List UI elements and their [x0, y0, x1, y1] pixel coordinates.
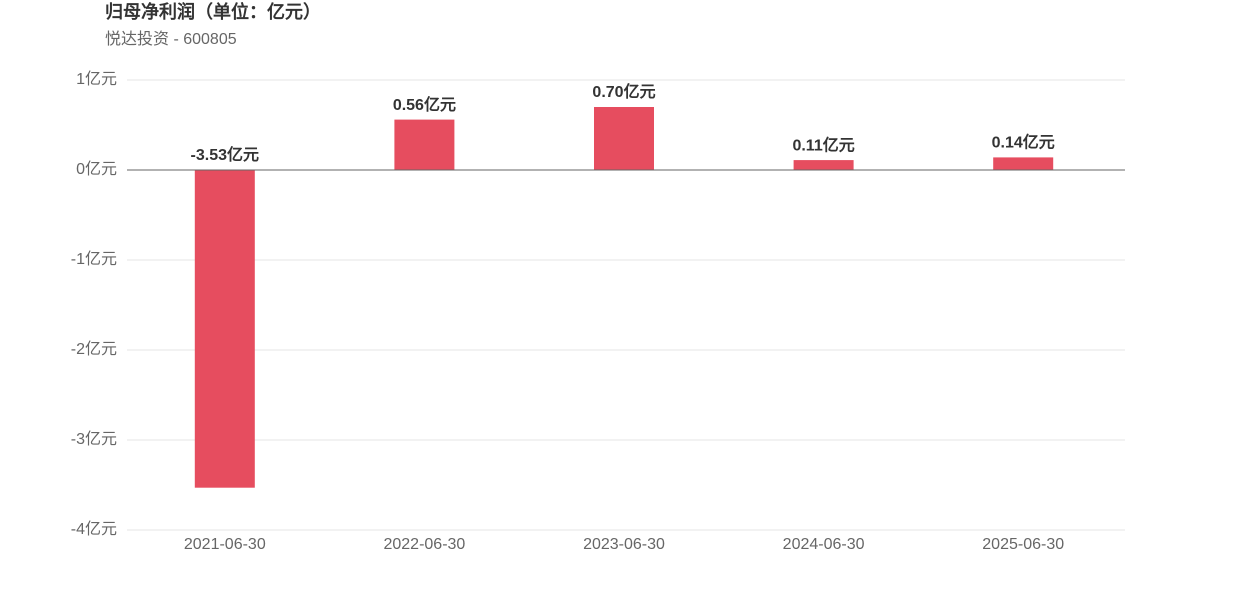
x-tick-label: 2022-06-30 — [383, 536, 465, 553]
bar — [594, 107, 654, 170]
value-label: 0.14亿元 — [992, 133, 1055, 152]
bar — [993, 157, 1054, 170]
y-tick-label: -1亿元 — [71, 250, 117, 268]
x-tick-label: 2024-06-30 — [783, 536, 865, 553]
value-label: 0.56亿元 — [393, 95, 456, 114]
bar — [394, 119, 455, 170]
y-tick-label: -2亿元 — [71, 340, 117, 358]
y-tick-label: -4亿元 — [71, 520, 117, 538]
y-tick-label: 1亿元 — [76, 70, 117, 88]
bar — [194, 170, 255, 488]
value-label: 0.11亿元 — [792, 135, 854, 154]
chart-subtitle: 悦达投资 - 600805 — [105, 30, 237, 48]
value-label: 0.70亿元 — [592, 82, 655, 101]
y-tick-label: -3亿元 — [71, 430, 117, 448]
bar — [793, 160, 854, 170]
chart-title: 归母净利润（单位：亿元） — [105, 1, 321, 22]
value-label: -3.53亿元 — [191, 145, 259, 164]
x-tick-label: 2025-06-30 — [982, 536, 1064, 553]
y-tick-label: 0亿元 — [76, 160, 117, 178]
x-tick-label: 2021-06-30 — [184, 536, 266, 553]
x-tick-label: 2023-06-30 — [583, 536, 665, 553]
